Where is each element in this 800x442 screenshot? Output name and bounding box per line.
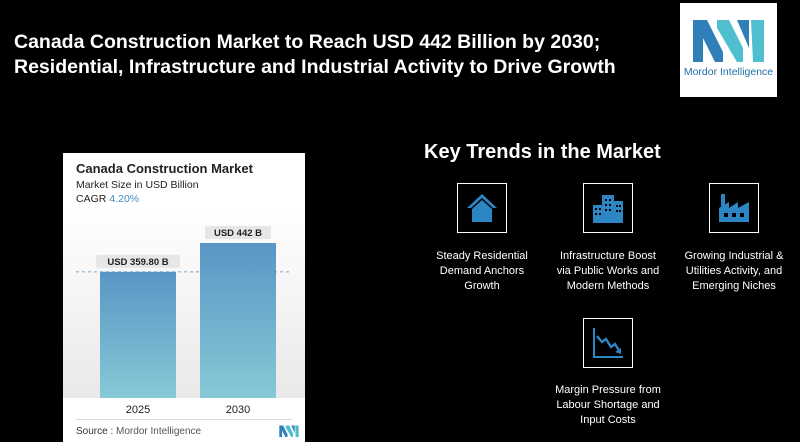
source-value: Mordor Intelligence [116, 426, 202, 437]
mordor-logo-icon [693, 20, 764, 62]
card-divider [76, 419, 292, 420]
mini-logo-icon [279, 425, 299, 437]
source-label: Source : [76, 426, 114, 437]
category-label: 2025 [126, 404, 150, 416]
chart-title: Canada Construction Market [76, 161, 253, 176]
trend-label-margin: Margin Pressure from Labour Shortage and… [555, 384, 661, 426]
trend-label-residential: Steady Residential Demand Anchors Growth [436, 250, 528, 292]
value-label-box [96, 254, 180, 268]
headline-line-2: Residential, Infrastructure and Industri… [14, 56, 616, 78]
value-label-box [205, 226, 271, 239]
declining-chart-icon [583, 318, 633, 368]
bar-2030 [200, 243, 276, 398]
cagr-value: 4.20% [109, 193, 140, 205]
chart-card: Canada Construction Market Market Size i… [63, 153, 305, 442]
cagr-label: CAGR [76, 193, 107, 205]
factory-icon [709, 183, 759, 233]
trend-label-infrastructure: Infrastructure Boost via Public Works an… [556, 250, 660, 292]
mordor-logo: Mordor Intelligence [680, 3, 777, 97]
chart-subtitle: Market Size in USD Billion [76, 179, 199, 191]
value-label: USD 359.80 B [107, 257, 168, 268]
bar-chart: USD 359.80 B 2025 USD 442 B 2030 [63, 208, 305, 416]
category-label: 2030 [226, 404, 250, 416]
cagr-text: CAGR 4.20% [76, 193, 139, 205]
source-text: Source : Mordor Intelligence [76, 426, 201, 437]
trend-label-industrial: Growing Industrial & Utilities Activity,… [684, 250, 784, 292]
buildings-icon [583, 183, 633, 233]
value-label: USD 442 B [214, 228, 262, 239]
house-icon [457, 183, 507, 233]
logo-text: Mordor Intelligence [683, 66, 774, 78]
headline-line-1: Canada Construction Market to Reach USD … [14, 31, 601, 53]
headline: Canada Construction Market to Reach USD … [14, 30, 664, 80]
trends-title: Key Trends in the Market [424, 141, 661, 163]
bar-2025 [100, 271, 176, 398]
